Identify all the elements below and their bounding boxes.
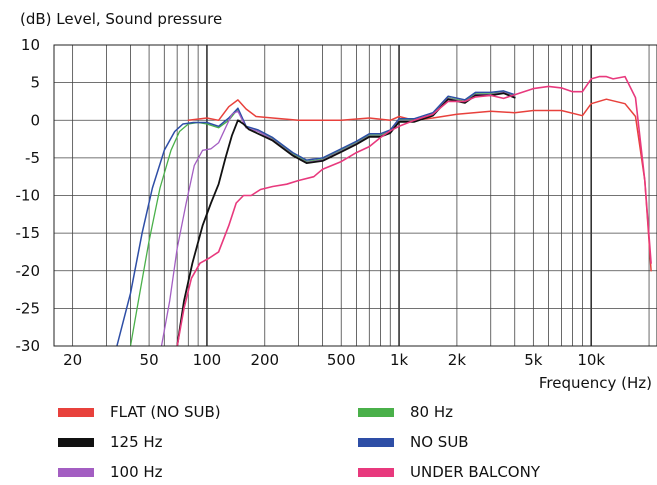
legend-swatch: [358, 408, 394, 417]
series-lines: [116, 75, 652, 346]
x-ticks: 20 50 100 200 500 1k 2k 5k 10k: [63, 351, 605, 369]
legend-swatch: [358, 438, 394, 447]
legend-label: 100 Hz: [110, 463, 163, 481]
x-tick-label: 500: [327, 351, 356, 369]
legend-label: FLAT (NO SUB): [110, 403, 221, 421]
x-tick-label: 50: [140, 351, 159, 369]
legend-label: UNDER BALCONY: [410, 463, 540, 481]
y-tick-label: -10: [16, 187, 41, 205]
x-tick-label: 100: [193, 351, 222, 369]
y-ticks: 10 5 0 -5 -10 -15 -20 -25 -30: [16, 36, 41, 355]
y-tick-label: -25: [16, 299, 41, 317]
y-tick-label: -15: [16, 224, 41, 242]
x-tick-label: 5k: [524, 351, 543, 369]
y-tick-label: -5: [25, 149, 40, 167]
series-line-no-sub: [116, 90, 516, 346]
plot-frame: [53, 44, 657, 347]
y-tick-label: -30: [16, 337, 41, 355]
x-tick-label: 1k: [390, 351, 409, 369]
x-tick-label: 20: [63, 351, 82, 369]
frequency-response-chart: (dB) Level, Sound pressure 1050-5-10-15-…: [16, 10, 657, 392]
gridlines: [54, 44, 657, 347]
legend-label: 125 Hz: [110, 433, 163, 451]
x-axis-label: Frequency (Hz): [539, 374, 652, 392]
x-tick-label: 10k: [577, 351, 605, 369]
y-tick-label: 0: [30, 111, 40, 129]
x-tick-label: 2k: [448, 351, 467, 369]
legend-swatch: [58, 438, 94, 447]
series-line-under-balcony: [176, 75, 652, 346]
legend-swatch: [358, 468, 394, 477]
y-tick-label: -20: [16, 262, 41, 280]
legend-label: 80 Hz: [410, 403, 454, 421]
x-tick-label: 200: [250, 351, 279, 369]
y-axis-label: (dB) Level, Sound pressure: [20, 10, 222, 28]
series-line-125-hz: [176, 92, 516, 346]
y-tick-label: 5: [30, 74, 40, 92]
legend-swatch: [58, 408, 94, 417]
y-tick-label: 10: [21, 36, 40, 54]
legend-swatch: [58, 468, 94, 477]
legend-label: NO SUB: [410, 433, 469, 451]
